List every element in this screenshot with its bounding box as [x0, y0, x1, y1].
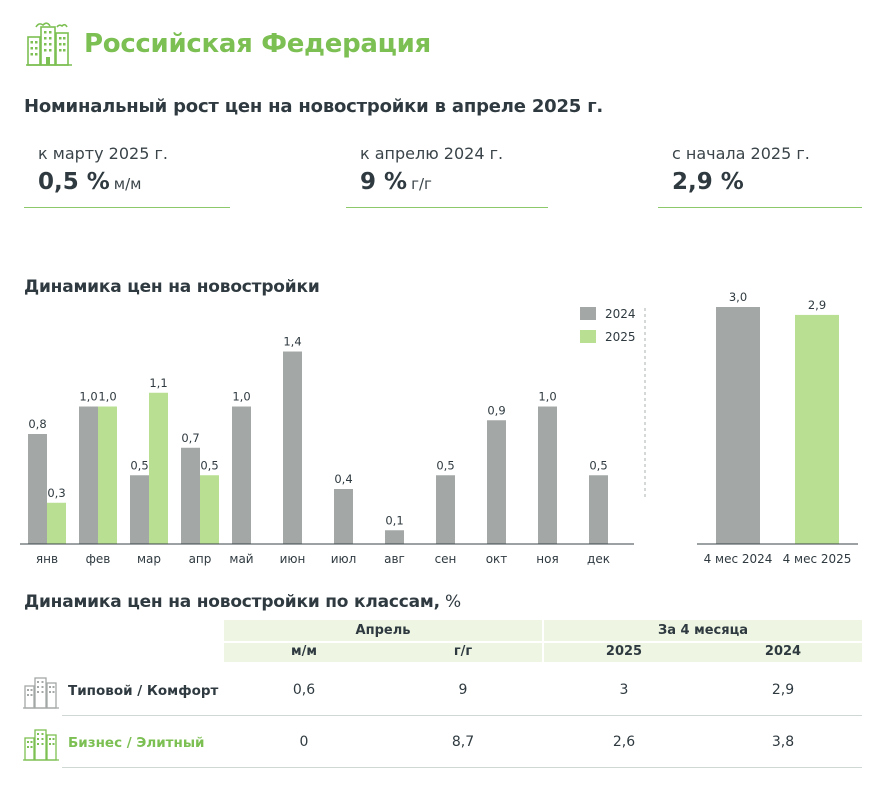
x-tick-label: апр [189, 552, 212, 566]
bar-2024-мар [130, 475, 149, 544]
column-header-2024: 2024 [704, 642, 862, 662]
bar-value-label: 0,5 [589, 458, 607, 472]
cell-yy: 9 [458, 682, 468, 698]
cell-mm: 0 [299, 734, 309, 750]
bar-value-label: 1,0 [232, 390, 250, 404]
kpi-unit: м/м [113, 175, 142, 193]
x-tick-label: ноя [536, 552, 558, 566]
x-tick-label: мар [137, 552, 161, 566]
bar-value-label: 0,8 [28, 417, 46, 431]
cell-2025: 3 [619, 682, 629, 698]
kpi-label: с начала 2025 г. [672, 144, 810, 163]
group-header-4-months: За 4 месяца [544, 620, 862, 642]
legend-label: 2024 [605, 307, 636, 321]
kpi-label: к марту 2025 г. [38, 144, 168, 163]
cell-2025: 2,6 [612, 734, 636, 750]
bar-value-label: 1,0 [79, 390, 97, 404]
bar-2024-авг [385, 530, 404, 544]
x-tick-label: сен [435, 552, 457, 566]
cell-2024: 2,9 [771, 682, 795, 698]
ytd-bar-value-label: 3,0 [729, 290, 747, 304]
classes-table-title-unit: % [439, 592, 462, 612]
x-tick-label: июн [280, 552, 306, 566]
row-divider [62, 767, 862, 768]
chart-title: Динамика цен на новостройки [24, 277, 320, 297]
kpi-year: к апрелю 2024 г. 9 % г/г [346, 142, 548, 208]
bar-2024-ноя [538, 406, 557, 544]
page-title: Российская Федерация [84, 29, 431, 59]
x-tick-label: фев [86, 552, 111, 566]
kpi-ytd: с начала 2025 г. 2,9 % [658, 142, 862, 208]
bar-2024-июл [334, 489, 353, 544]
class-label: Бизнес / Элитный [68, 735, 205, 751]
bar-value-label: 0,7 [181, 431, 199, 445]
bar-2024-янв [28, 434, 47, 544]
building-gray-icon [23, 677, 59, 709]
kpi-value: 0,5 % [38, 169, 110, 195]
legend-swatch-2025 [580, 330, 596, 343]
cell-2024: 3,8 [771, 734, 795, 750]
x-tick-label: окт [486, 552, 508, 566]
cell-mm: 0,6 [292, 682, 316, 698]
city-buildings-icon [26, 22, 72, 66]
bar-value-label: 0,5 [436, 458, 454, 472]
bar-2024-дек [589, 475, 608, 544]
bar-value-label: 1,1 [149, 376, 167, 390]
kpi-value: 2,9 % [672, 169, 744, 195]
ytd-bar-0 [716, 307, 760, 544]
bar-2024-окт [487, 420, 506, 544]
classes-table-title-text: Динамика цен на новостройки по классам, [24, 592, 440, 612]
kpi-unit: г/г [411, 175, 432, 193]
bar-2025-янв [47, 502, 66, 544]
bar-2024-сен [436, 475, 455, 544]
legend-label: 2025 [605, 330, 636, 344]
bar-2024-фев [79, 406, 98, 544]
table-group-header: Апрель За 4 месяца [20, 620, 862, 642]
table-column-header: м/м г/г 2025 2024 [20, 642, 862, 662]
bar-value-label: 0,4 [334, 472, 352, 486]
bar-2024-апр [181, 447, 200, 544]
bar-2024-июн [283, 351, 302, 544]
group-header-april: Апрель [224, 620, 542, 642]
column-header-yy: г/г [384, 642, 542, 662]
bar-2024-май [232, 406, 251, 544]
bar-value-label: 0,5 [130, 458, 148, 472]
column-header-mm: м/м [224, 642, 384, 662]
bar-2025-мар [149, 392, 168, 544]
bar-2025-фев [98, 406, 117, 544]
x-tick-label: июл [331, 552, 357, 566]
header-divider [224, 641, 862, 643]
table-row: Бизнес / Элитный 0 8,7 2,6 3,8 [20, 720, 862, 766]
bar-value-label: 1,0 [538, 390, 556, 404]
table-row: Типовой / Комфорт 0,6 9 3 2,9 [20, 668, 862, 714]
bar-value-label: 0,5 [200, 458, 218, 472]
ytd-bar-1 [795, 314, 839, 544]
page-header: Российская Федерация [24, 14, 431, 74]
bar-value-label: 0,9 [487, 403, 505, 417]
x-tick-label: авг [384, 552, 405, 566]
x-tick-label: дек [587, 552, 610, 566]
bar-2025-апр [200, 475, 219, 544]
ytd-bar-value-label: 2,9 [808, 298, 826, 312]
bar-value-label: 0,1 [385, 513, 403, 527]
kpi-month: к марту 2025 г. 0,5 % м/м [24, 142, 230, 208]
bar-value-label: 1,0 [98, 390, 116, 404]
x-tick-label: май [229, 552, 253, 566]
bar-value-label: 0,3 [47, 486, 65, 500]
cell-yy: 8,7 [451, 734, 475, 750]
kpi-value: 9 % [360, 169, 408, 195]
report-subtitle: Номинальный рост цен на новостройки в ап… [24, 96, 604, 117]
ytd-x-tick-label: 4 мес 2024 [704, 552, 773, 566]
column-header-2025: 2025 [544, 642, 704, 662]
ytd-x-tick-label: 4 мес 2025 [783, 552, 852, 566]
class-label: Типовой / Комфорт [68, 683, 219, 699]
kpi-label: к апрелю 2024 г. [360, 144, 504, 163]
building-green-icon [23, 729, 59, 761]
x-tick-label: янв [36, 552, 58, 566]
bar-value-label: 1,4 [283, 335, 301, 349]
legend-swatch-2024 [580, 307, 596, 320]
classes-table-title: Динамика цен на новостройки по классам, … [24, 592, 461, 612]
row-divider [62, 715, 862, 716]
